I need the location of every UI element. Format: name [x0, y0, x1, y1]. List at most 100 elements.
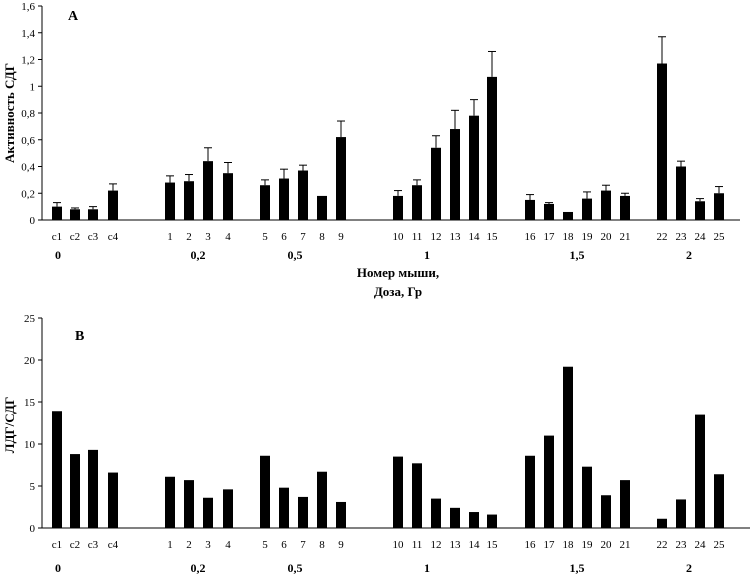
y-tick-label: 20	[24, 355, 36, 367]
category-label: 18	[563, 539, 575, 551]
bar-13	[450, 507, 460, 528]
bar-22	[657, 63, 667, 221]
category-label: 12	[431, 231, 442, 243]
y-tick-label: 0,4	[21, 162, 35, 174]
category-label: 11	[412, 539, 423, 551]
bar-1	[165, 182, 175, 220]
bar-23	[676, 166, 686, 220]
category-label: 21	[620, 231, 631, 243]
x-axis-title-line1: Номер мыши,	[357, 265, 439, 280]
category-label: 25	[714, 539, 726, 551]
bar-14	[469, 512, 479, 528]
category-label: 18	[563, 231, 575, 243]
y-tick-label: 0,6	[21, 135, 35, 147]
category-label: 23	[676, 539, 688, 551]
category-label: c4	[108, 231, 119, 243]
category-label: 9	[338, 539, 344, 551]
category-label: 19	[582, 231, 594, 243]
category-label: 8	[319, 539, 325, 551]
panel-label: A	[68, 9, 79, 24]
category-label: 22	[657, 539, 668, 551]
bar-5	[260, 455, 270, 528]
y-tick-label: 1	[30, 81, 36, 93]
y-tick-label: 1,6	[21, 1, 35, 13]
dose-group-label: 0,5	[288, 248, 303, 262]
bar-3	[203, 497, 213, 528]
bar-18	[563, 211, 573, 220]
category-label: 5	[262, 231, 268, 243]
category-label: 20	[601, 539, 613, 551]
category-label: 7	[300, 539, 306, 551]
bar-6	[279, 178, 289, 220]
y-tick-label: 0	[30, 215, 36, 227]
dose-group-label: 2	[686, 248, 692, 262]
bar-20	[601, 495, 611, 528]
category-label: 15	[487, 231, 499, 243]
category-label: 13	[450, 231, 462, 243]
category-label: c1	[52, 231, 62, 243]
bar-17	[544, 435, 554, 528]
bar-c3	[88, 209, 98, 220]
bar-25	[714, 474, 724, 528]
category-label: c2	[70, 231, 80, 243]
bar-19	[582, 198, 592, 220]
bar-10	[393, 195, 403, 220]
dose-group-label: 1	[424, 248, 430, 262]
category-label: 1	[167, 231, 173, 243]
category-label: 5	[262, 539, 268, 551]
category-label: 4	[225, 539, 231, 551]
bar-4	[223, 173, 233, 220]
category-label: 6	[281, 231, 287, 243]
y-tick-label: 1,2	[21, 55, 35, 67]
bar-8	[317, 471, 327, 528]
x-axis-title-line2: Доза, Гр	[374, 284, 422, 299]
bar-c1	[52, 411, 62, 528]
bar-11	[412, 185, 422, 220]
dose-group-label: 1,5	[570, 561, 585, 575]
bar-17	[544, 203, 554, 220]
bar-7	[298, 496, 308, 528]
dose-group-label: 1	[424, 561, 430, 575]
bar-24	[695, 414, 705, 528]
category-label: 24	[695, 231, 707, 243]
bar-7	[298, 170, 308, 220]
bar-13	[450, 129, 460, 220]
category-label: 11	[412, 231, 423, 243]
bar-5	[260, 185, 270, 220]
bar-9	[336, 137, 346, 220]
category-label: 12	[431, 539, 442, 551]
category-label: 9	[338, 231, 344, 243]
bar-4	[223, 489, 233, 528]
bar-c2	[70, 454, 80, 528]
category-label: 14	[469, 231, 481, 243]
bar-16	[525, 455, 535, 528]
dose-group-label: 0,2	[191, 561, 206, 575]
panel-label: B	[75, 329, 84, 344]
y-axis-title: Активность СДГ	[2, 63, 17, 163]
bar-25	[714, 193, 724, 220]
bar-16	[525, 199, 535, 220]
category-label: 17	[544, 539, 556, 551]
y-tick-label: 0,2	[21, 188, 35, 200]
dose-group-label: 0	[55, 561, 61, 575]
bar-8	[317, 195, 327, 220]
category-label: 17	[544, 231, 556, 243]
category-label: 2	[186, 539, 192, 551]
bar-12	[431, 147, 441, 220]
category-label: 22	[657, 231, 668, 243]
category-label: c1	[52, 539, 62, 551]
y-tick-label: 15	[24, 397, 36, 409]
dose-group-label: 0,5	[288, 561, 303, 575]
category-label: 16	[525, 231, 537, 243]
bar-20	[601, 190, 611, 220]
y-tick-label: 25	[24, 313, 36, 325]
category-label: c4	[108, 539, 119, 551]
bar-24	[695, 201, 705, 220]
bar-15	[487, 76, 497, 220]
category-label: 4	[225, 231, 231, 243]
bar-c3	[88, 449, 98, 528]
category-label: 3	[205, 231, 211, 243]
bar-12	[431, 498, 441, 528]
